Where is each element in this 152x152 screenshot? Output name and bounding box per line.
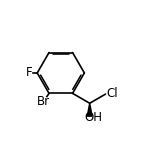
Text: OH: OH [84,111,102,124]
Text: Cl: Cl [106,87,118,100]
Text: Br: Br [37,95,50,108]
Polygon shape [87,103,92,116]
Text: F: F [26,66,33,79]
